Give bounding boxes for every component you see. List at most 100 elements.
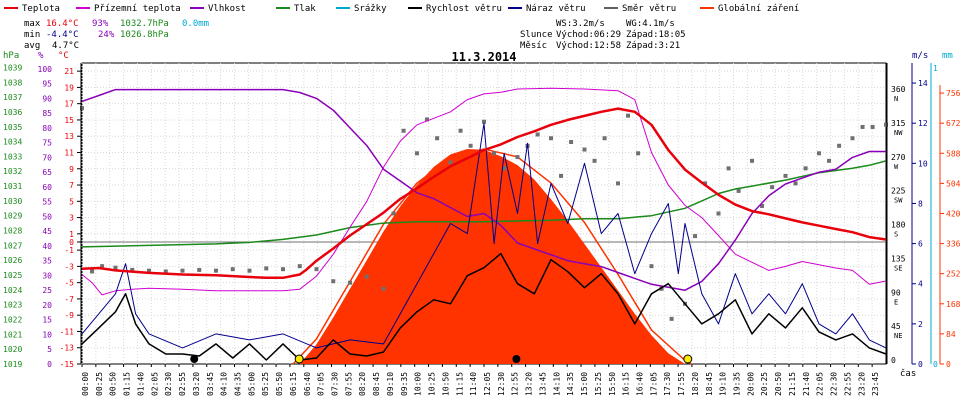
tick-pres-14: 1033 (3, 152, 22, 161)
legend-label-7: Směr větru (622, 4, 676, 14)
tick-dir-5: 225 (891, 187, 906, 196)
tick-hum-4: 20 (42, 301, 52, 310)
tick-x-28: 11:40 (469, 372, 478, 396)
info-ws: WS:3.2m/s (556, 19, 605, 29)
tick-pres-6: 1025 (3, 271, 22, 280)
series-wind-gust (81, 122, 887, 349)
wind-dir-point-0 (80, 106, 84, 111)
tick-speed-6: 12 (918, 119, 928, 128)
wind-dir-point-7 (180, 268, 185, 273)
legend-label-0: Teplota (22, 4, 60, 14)
tick-hum-2: 10 (42, 330, 52, 339)
wind-dir-point-23 (425, 117, 430, 122)
wind-dir-point-44 (659, 286, 664, 291)
tick-x-7: 02:55 (178, 372, 187, 396)
tick-hum-13: 65 (42, 168, 52, 177)
tick-speed-7: 14 (918, 79, 928, 88)
tick-speed-4: 8 (918, 199, 923, 208)
tick-pres-4: 1023 (3, 301, 22, 310)
tick-x-36: 15:00 (580, 372, 589, 396)
stats-min-pres: 1026.8hPa (120, 30, 169, 40)
tick-temp-3: -9 (64, 311, 74, 320)
wind-dir-point-25 (448, 160, 453, 165)
tick-dir-7: 315 (891, 119, 906, 128)
tick-pres-13: 1032 (3, 167, 22, 176)
tick-rad-8: 672 (946, 119, 961, 128)
tick-pres-5: 1024 (3, 286, 22, 295)
wind-dir-point-60 (837, 143, 842, 148)
tick-x-27: 11:15 (455, 372, 464, 396)
tick-x-57: 23:45 (871, 372, 880, 396)
sun-marker-1 (683, 354, 693, 364)
tick-x-30: 12:30 (497, 372, 506, 396)
wind-dir-point-19 (381, 286, 386, 291)
wind-dir-point-49 (716, 211, 721, 216)
tick-x-35: 14:35 (566, 372, 575, 396)
tick-x-15: 06:15 (289, 372, 298, 396)
tick-temp-5: -5 (64, 279, 74, 288)
stats-max-label: max (24, 19, 41, 29)
tick-temp-10: 3 (69, 214, 74, 223)
tick-pres-1: 1020 (3, 345, 22, 354)
info-sun-set: Západ:18:05 (626, 30, 686, 40)
tick-hum-7: 35 (42, 257, 52, 266)
tick-rad-0: 0 (946, 360, 951, 369)
tick-dirname-7: N (894, 95, 898, 103)
tick-x-55: 22:55 (843, 372, 852, 396)
wind-dir-point-2 (100, 264, 105, 269)
axis-pres-unit: hPa (3, 51, 19, 61)
wind-dir-point-55 (783, 173, 788, 178)
info-moon-rise: Východ:12:58 (556, 41, 621, 51)
tick-dirname-6: NW (894, 129, 903, 137)
tick-x-25: 10:25 (428, 372, 437, 396)
tick-pres-8: 1027 (3, 241, 22, 250)
info-sun-rise: Východ:06:29 (556, 30, 621, 40)
tick-hum-9: 45 (42, 227, 52, 236)
info-wg: WG:4.1m/s (626, 19, 675, 29)
tick-x-9: 03:45 (206, 372, 215, 396)
tick-hum-12: 60 (42, 183, 52, 192)
tick-temp-8: 0 (69, 238, 74, 247)
tick-temp-0: -15 (60, 360, 75, 369)
tick-x-19: 07:55 (344, 372, 353, 396)
tick-x-0: 00:00 (81, 372, 90, 396)
tick-pres-16: 1035 (3, 123, 22, 132)
tick-temp-14: 11 (64, 148, 74, 157)
legend-label-2: Vlhkost (208, 4, 246, 14)
tick-dirname-1: E (894, 298, 898, 306)
legend-label-1: Přízemní teplota (94, 4, 181, 14)
tick-x-24: 10:00 (414, 372, 423, 396)
tick-x-17: 07:05 (317, 372, 326, 396)
tick-x-3: 01:15 (123, 372, 132, 396)
axis-hum-unit: % (38, 51, 44, 61)
stats-avg-temp: 4.7°C (52, 41, 79, 51)
wind-dir-point-54 (770, 185, 775, 190)
tick-hum-16: 80 (42, 124, 52, 133)
tick-hum-6: 30 (42, 271, 52, 280)
info-sun-label: Slunce (520, 30, 553, 40)
stats-max-hum: 93% (92, 19, 109, 29)
tick-x-6: 02:30 (164, 372, 173, 396)
stats-min-temp: -4.4°C (46, 30, 79, 40)
info-moon-label: Měsíc (520, 41, 547, 51)
wind-dir-point-47 (693, 234, 698, 239)
tick-x-54: 22:30 (830, 372, 839, 396)
tick-x-4: 01:40 (136, 372, 145, 396)
tick-x-2: 00:50 (109, 372, 118, 396)
series-humidity (81, 88, 886, 291)
wind-dir-point-34 (549, 136, 553, 141)
tick-temp-2: -11 (60, 327, 75, 336)
sun-marker-0 (294, 354, 304, 364)
wind-dir-point-10 (230, 267, 235, 272)
info-moon-set: Západ:3:21 (626, 41, 680, 51)
wind-dir-point-28 (482, 119, 486, 124)
tick-x-47: 19:35 (733, 372, 742, 396)
tick-x-53: 22:05 (816, 372, 825, 396)
tick-x-52: 21:40 (802, 372, 811, 396)
tick-x-21: 08:45 (372, 372, 381, 396)
tick-rad-2: 168 (946, 300, 961, 309)
legend-label-5: Rychlost větru (426, 4, 502, 14)
tick-x-38: 15:50 (608, 372, 617, 396)
stats-min-hum: 24% (98, 30, 115, 40)
tick-x-39: 16:15 (622, 372, 631, 396)
